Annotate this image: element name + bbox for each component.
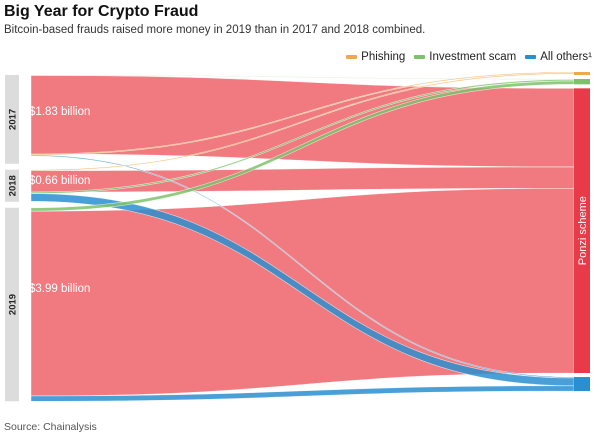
legend-swatch-phishing (346, 55, 358, 59)
legend-label-all-others: All others¹ (540, 51, 592, 63)
chart-subtitle: Bitcoin-based frauds raised more money i… (4, 24, 426, 36)
target-bar-ponzi-scheme (574, 88, 590, 374)
legend-label-phishing: Phishing (361, 51, 406, 63)
source-note: Source: Chainalysis (4, 421, 97, 433)
legend-swatch-all-others (525, 55, 537, 59)
target-bar-all-others (574, 377, 590, 392)
year-bar-2018 (5, 169, 19, 202)
year-bar-2017 (5, 75, 19, 164)
year-label-2019: 2019 (7, 294, 18, 315)
legend-item-investment-scam: Investment scam (414, 51, 516, 63)
target-bar-phishing (574, 72, 590, 75)
target-label-ponzi-scheme: Ponzi scheme (577, 196, 589, 265)
year-label-2017: 2017 (7, 109, 18, 130)
chart-title: Big Year for Crypto Fraud (4, 3, 199, 20)
legend-label-investment-scam: Investment scam (429, 51, 517, 63)
year-bar-2019 (5, 207, 19, 402)
labels-layer: 2017 $1.83 billion 2018 $0.66 billion 2019 $3… (7, 106, 589, 315)
nodes-layer (5, 72, 590, 402)
year-label-2018: 2018 (7, 175, 18, 196)
legend-item-phishing: Phishing (346, 51, 405, 63)
value-label-2019: $3.99 billion (29, 283, 90, 295)
legend: Phishing Investment scam All others¹ (346, 51, 592, 63)
target-bar-investment-scam (574, 79, 590, 85)
legend-item-all-others: All others¹ (525, 51, 592, 63)
value-label-2017: $1.83 billion (29, 106, 90, 118)
flows-layer (30, 71, 575, 402)
value-label-2018: $0.66 billion (29, 175, 90, 187)
legend-swatch-investment-scam (414, 55, 426, 59)
